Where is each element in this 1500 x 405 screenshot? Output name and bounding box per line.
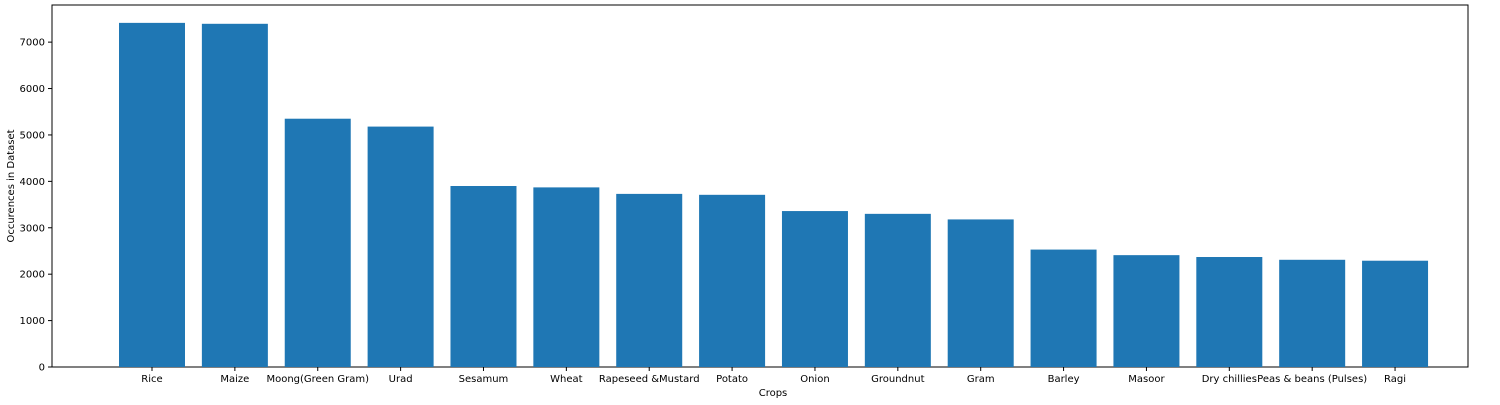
bar-potato xyxy=(699,194,766,367)
y-tick-label: 1000 xyxy=(20,316,45,327)
y-tick-label: 7000 xyxy=(20,38,45,49)
x-tick-label: Groundnut xyxy=(871,374,924,385)
bar-sesamum xyxy=(450,186,517,367)
x-tick-label: Moong(Green Gram) xyxy=(266,374,369,385)
x-tick-label: Wheat xyxy=(550,374,583,385)
bar-urad xyxy=(367,126,434,367)
bar-wheat xyxy=(533,187,600,367)
x-tick-label: Rapeseed &Mustard xyxy=(599,374,700,385)
x-tick-label: Dry chillies xyxy=(1202,374,1257,385)
bar-onion xyxy=(781,211,848,367)
x-tick-label: Potato xyxy=(716,374,748,385)
bar-gram xyxy=(947,219,1014,367)
bar-dry-chillies xyxy=(1196,257,1263,367)
bars-group xyxy=(119,22,1429,368)
x-tick-label: Rice xyxy=(141,374,162,385)
x-tick-label: Urad xyxy=(389,374,413,385)
x-tick-label: Onion xyxy=(800,374,829,385)
x-tick-label: Maize xyxy=(220,374,249,385)
x-tick-label: Barley xyxy=(1048,374,1080,385)
bar-masoor xyxy=(1113,255,1180,367)
y-tick-label: 0 xyxy=(39,363,45,374)
bar-ragi xyxy=(1362,260,1429,367)
y-tick-label: 5000 xyxy=(20,130,45,141)
x-axis-label: Crops xyxy=(759,388,788,399)
y-tick-label: 3000 xyxy=(20,223,45,234)
y-tick-label: 2000 xyxy=(20,270,45,281)
x-tick-label: Gram xyxy=(967,374,995,385)
bar-groundnut xyxy=(864,213,931,367)
bar-barley xyxy=(1030,249,1097,367)
bar-rice xyxy=(119,22,185,368)
x-tick-label: Peas & beans (Pulses) xyxy=(1257,374,1367,385)
y-axis-ticks: 0 1000 2000 3000 4000 5000 6000 7000 xyxy=(20,38,52,374)
x-tick-label: Ragi xyxy=(1384,374,1406,385)
y-axis-label: Occurences in Dataset xyxy=(6,129,17,242)
x-tick-label: Sesamum xyxy=(459,374,509,385)
x-axis-ticks: Rice Maize Moong(Green Gram) Urad Sesamum Whe… xyxy=(141,367,1406,385)
bar-maize xyxy=(201,23,268,368)
y-tick-label: 6000 xyxy=(20,84,45,95)
bar-moong-green-gram xyxy=(284,118,351,368)
y-tick-label: 4000 xyxy=(20,177,45,188)
bar-peas-beans-pulses xyxy=(1279,259,1346,367)
bar-rapeseed-mustard xyxy=(616,193,683,367)
x-tick-label: Masoor xyxy=(1128,374,1165,385)
